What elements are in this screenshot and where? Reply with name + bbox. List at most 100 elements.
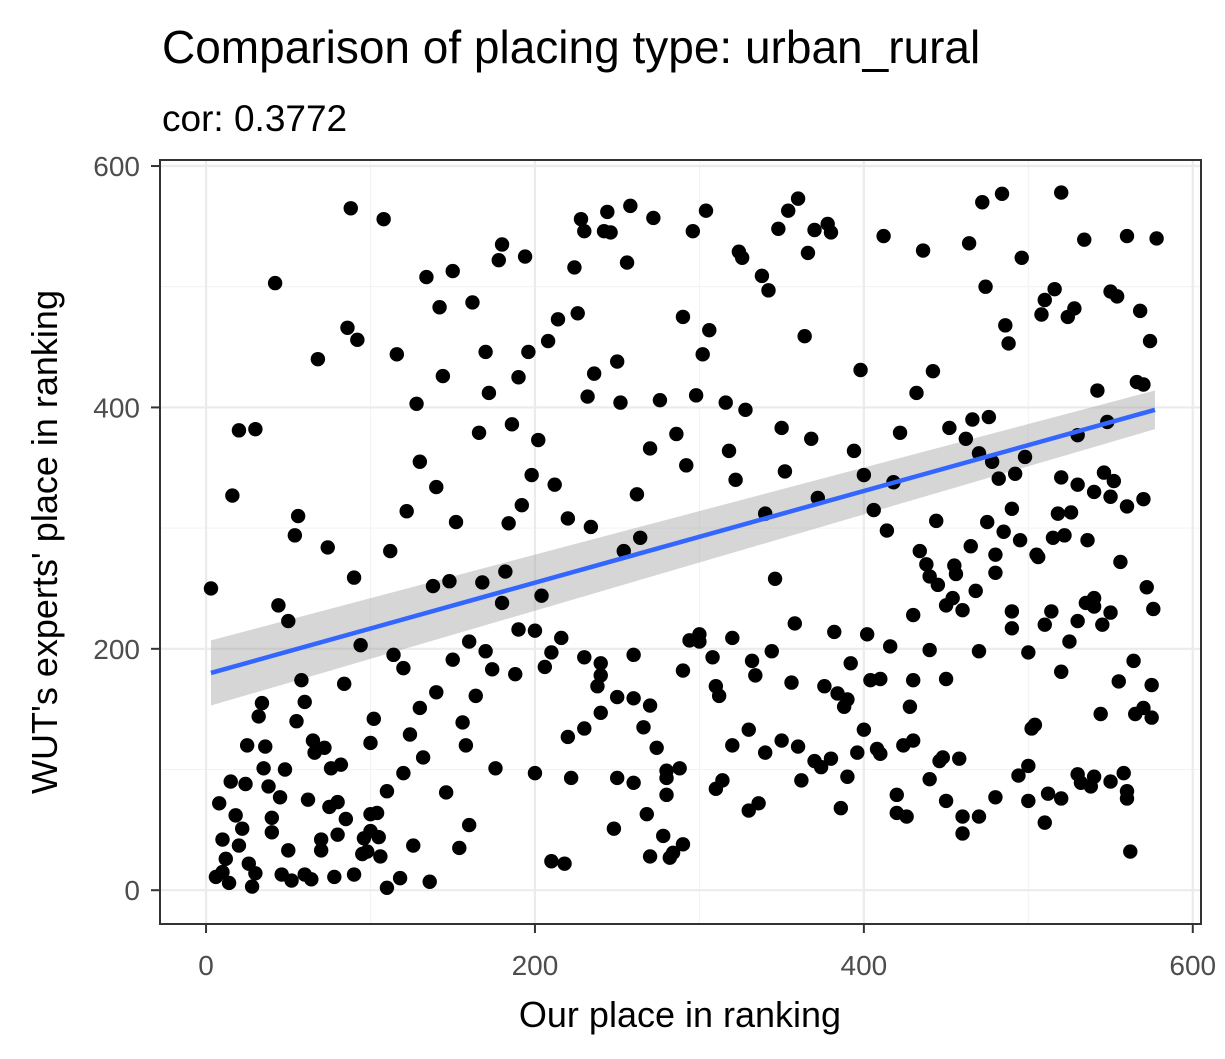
data-point [613, 395, 628, 410]
data-point [593, 656, 608, 671]
data-point [590, 679, 605, 694]
data-point [271, 598, 286, 613]
data-point [1136, 491, 1151, 507]
data-point [1093, 706, 1108, 722]
data-point [909, 385, 924, 401]
data-point [1011, 768, 1026, 783]
data-point [508, 666, 523, 682]
data-point [853, 362, 868, 378]
data-point [856, 467, 872, 483]
data-point [379, 784, 395, 799]
y-tick-label: 200 [93, 634, 140, 665]
data-point [540, 333, 556, 349]
data-point [1029, 547, 1044, 562]
data-point [1050, 506, 1066, 521]
gridlines [160, 160, 1201, 924]
data-point [968, 583, 983, 599]
data-point [406, 838, 421, 853]
data-point [659, 787, 674, 803]
data-point [925, 364, 941, 379]
data-point [767, 571, 783, 587]
data-point [327, 869, 342, 885]
data-point [1119, 228, 1135, 244]
data-point [1040, 786, 1056, 801]
data-point [938, 671, 954, 687]
data-point [715, 773, 730, 788]
data-point [272, 790, 288, 805]
data-point [350, 332, 365, 348]
data-point [1144, 710, 1159, 725]
data-point [840, 769, 855, 784]
data-point [807, 222, 822, 238]
data-point [281, 613, 296, 629]
data-point [725, 630, 740, 646]
chart-subtitle: cor: 0.3772 [162, 98, 347, 139]
data-point [432, 300, 447, 315]
y-tick-label: 400 [93, 392, 140, 423]
data-point [794, 773, 809, 788]
data-point [833, 800, 849, 816]
data-point [419, 269, 434, 285]
data-point [998, 318, 1013, 333]
data-point [899, 809, 914, 824]
data-point [376, 211, 391, 227]
data-point [1054, 470, 1069, 485]
trend-line [210, 407, 1156, 676]
data-point [626, 691, 641, 706]
data-point [363, 806, 378, 822]
data-point [412, 454, 428, 469]
data-point [468, 688, 483, 704]
data-point [784, 675, 799, 690]
data-point [320, 540, 335, 555]
data-point [1004, 604, 1020, 619]
data-point [947, 558, 962, 573]
data-point [626, 647, 641, 663]
data-point [980, 514, 995, 530]
data-point [261, 779, 276, 794]
confidence-band [210, 390, 1155, 706]
data-point [1106, 473, 1122, 489]
data-point [313, 843, 329, 858]
plot-panel [159, 159, 1202, 925]
data-point [383, 543, 398, 559]
data-point [238, 776, 253, 792]
data-point [577, 224, 592, 239]
data-point [1044, 604, 1059, 619]
data-point [379, 880, 395, 895]
data-point [922, 771, 937, 787]
data-point [409, 396, 424, 412]
data-point [971, 809, 987, 824]
data-point [534, 588, 549, 603]
data-point [593, 668, 608, 683]
data-point [527, 623, 543, 638]
data-point [705, 650, 720, 665]
data-point [965, 412, 980, 427]
data-point [659, 770, 674, 786]
data-point [577, 650, 592, 665]
data-point [725, 738, 740, 753]
data-point [317, 740, 332, 755]
data-point [501, 516, 516, 531]
data-point [244, 879, 260, 894]
data-point [547, 477, 562, 492]
data-point [889, 787, 904, 803]
data-point [738, 402, 753, 418]
data-point [338, 811, 354, 827]
data-point [557, 856, 572, 871]
data-point [422, 874, 437, 889]
data-point [415, 750, 431, 765]
data-point [1139, 580, 1154, 595]
data-point [1132, 303, 1148, 319]
data-point [741, 722, 756, 737]
data-point [685, 224, 701, 239]
data-point [975, 195, 990, 210]
data-point [402, 727, 418, 742]
data-point [938, 598, 954, 613]
data-point [333, 757, 349, 772]
data-point [231, 838, 247, 853]
data-point [322, 799, 337, 815]
data-point [567, 260, 582, 275]
data-point [264, 825, 280, 840]
data-point [396, 765, 411, 781]
data-point [297, 694, 312, 710]
